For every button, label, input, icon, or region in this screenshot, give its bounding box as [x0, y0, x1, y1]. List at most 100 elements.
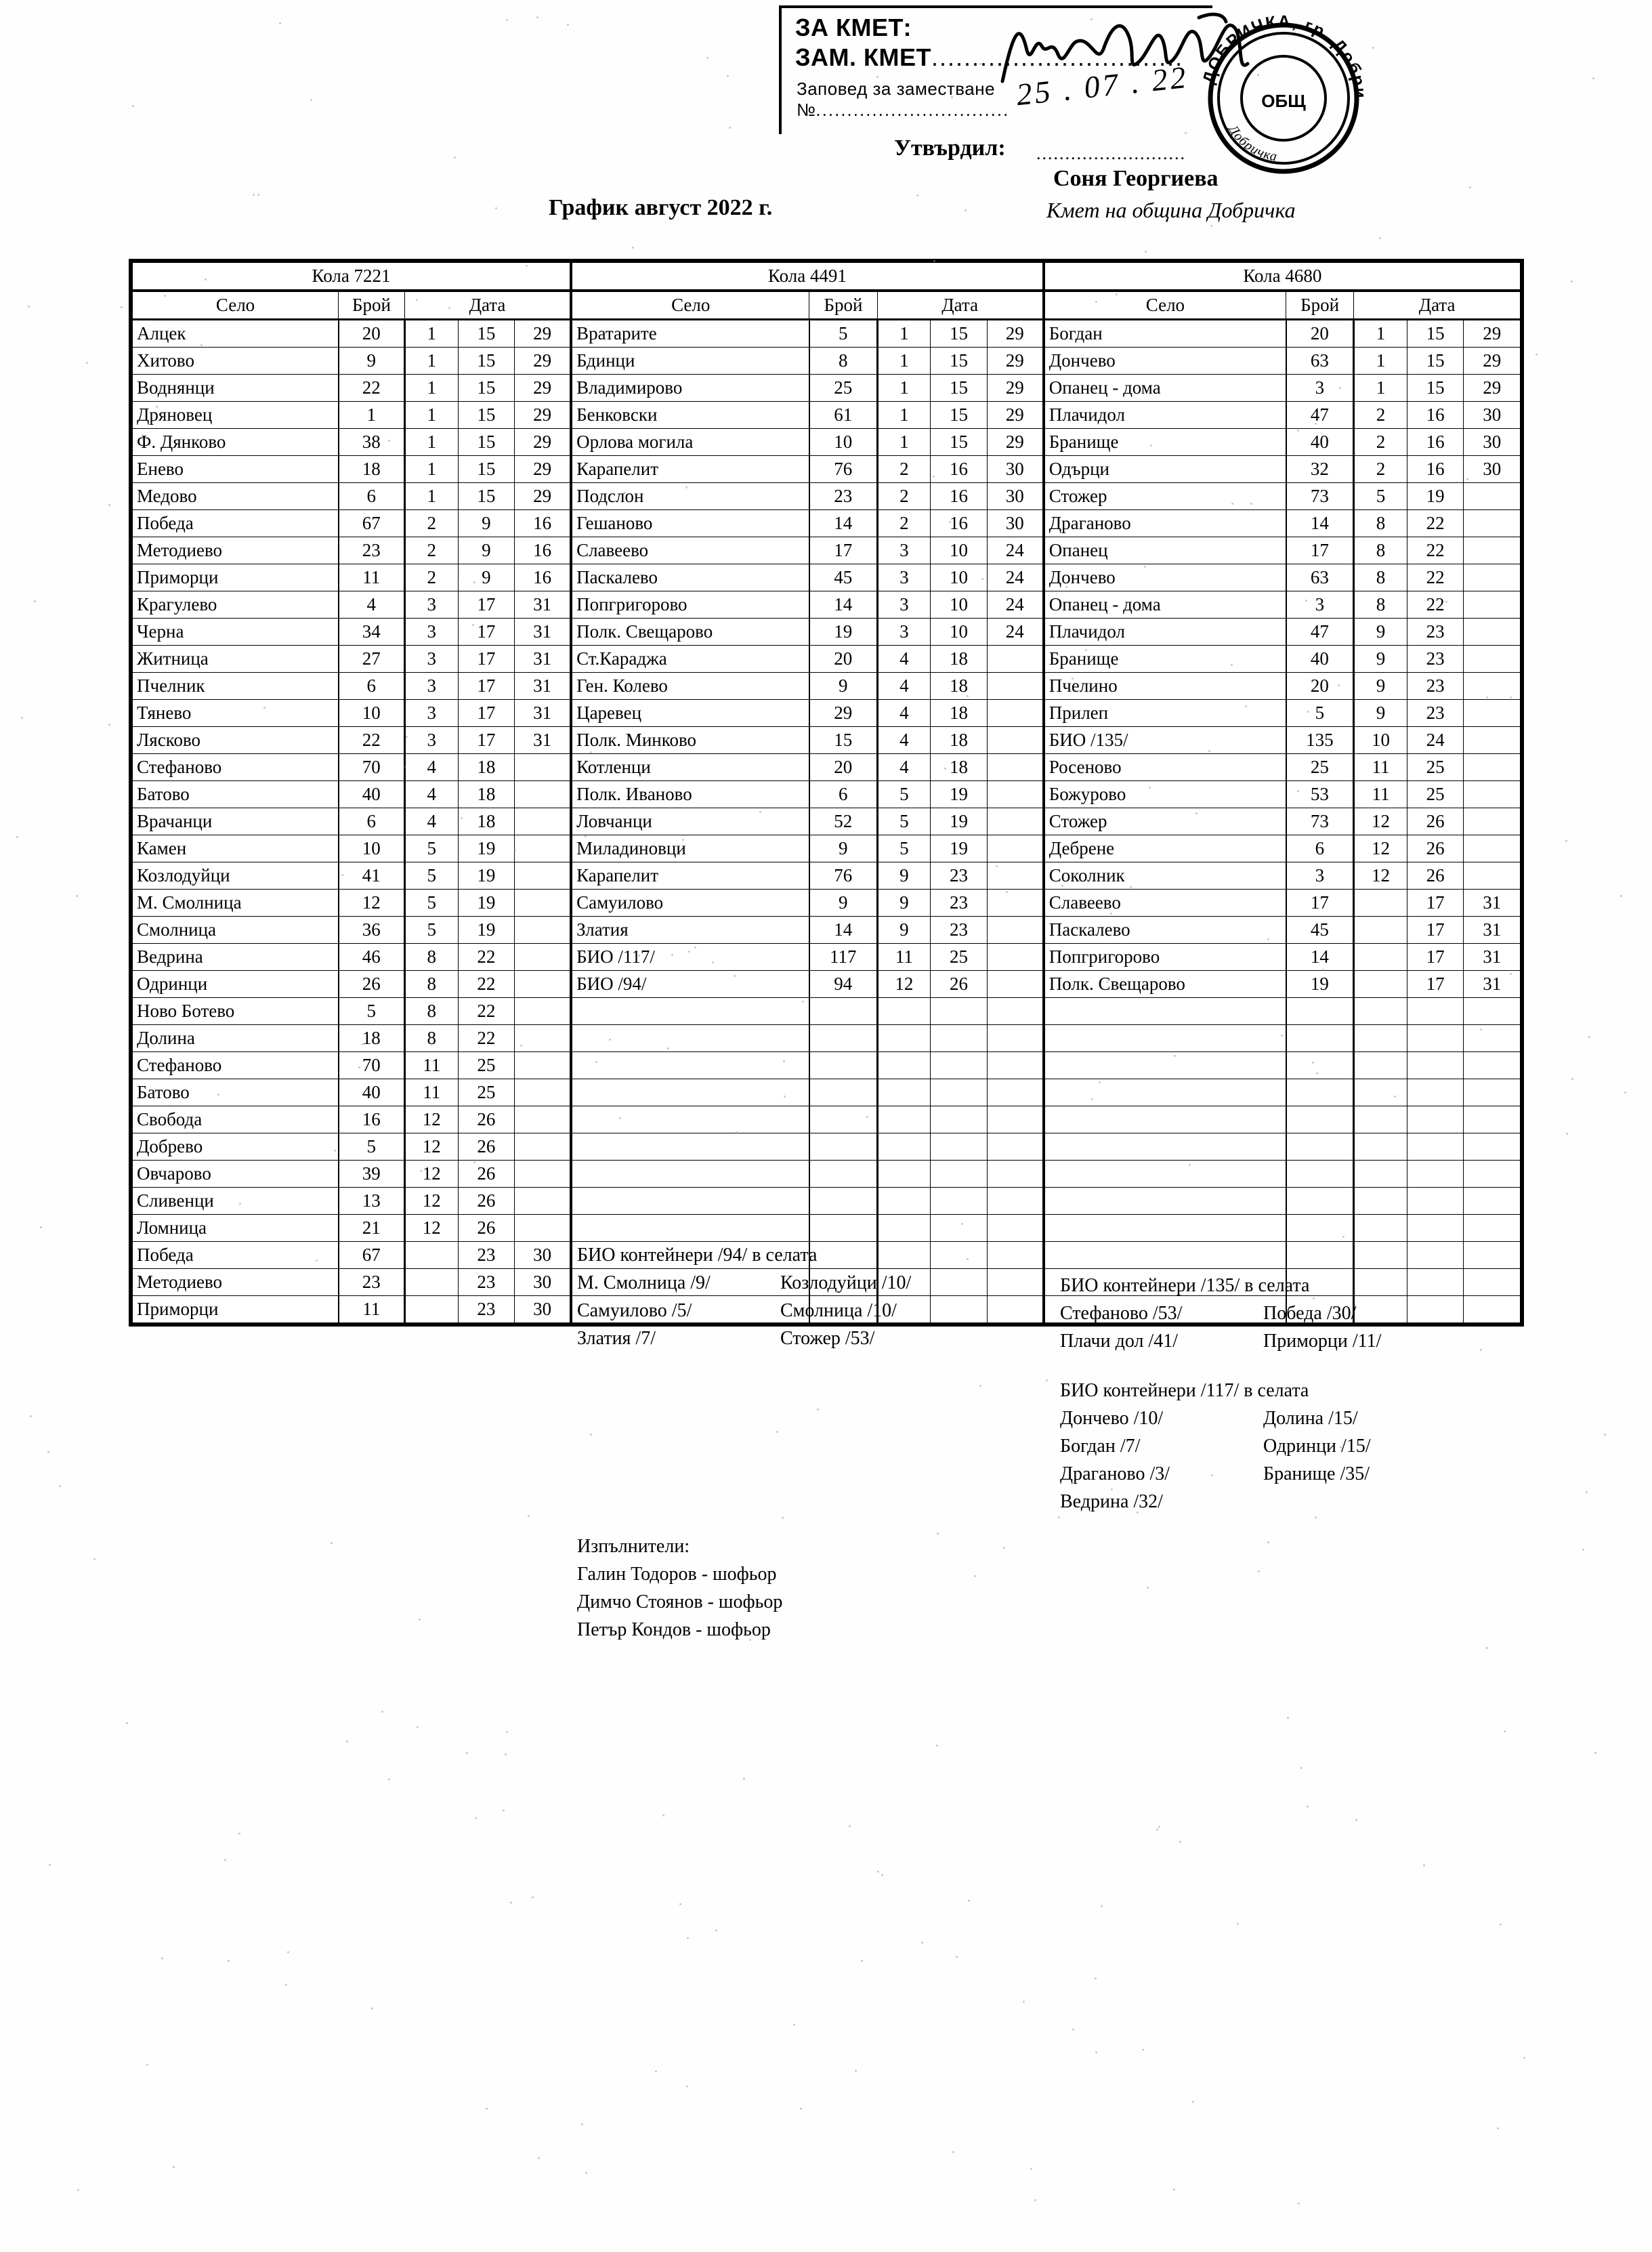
cell-broy: 38 — [338, 428, 406, 456]
empty-cell — [1353, 1106, 1407, 1133]
empty-cell — [876, 1295, 931, 1323]
bio117-heading: БИО контейнери /117/ в селата — [1060, 1380, 1309, 1401]
empty-cell — [1406, 1079, 1464, 1106]
table-row: Воднянци 22 1 15 29 Владимирово 25 1 15 29 Опанец … — [131, 374, 1521, 402]
table-row: Ф. Дянково 38 1 15 29 Орлова могила 10 1 15 29 Бра… — [131, 428, 1521, 456]
empty-cell — [1043, 1051, 1287, 1079]
cell-date-3: 31 — [1463, 970, 1521, 998]
table-row: Ведрина 46 8 22 БИО /117/117 11 25 Попгригорово… — [131, 943, 1521, 971]
cell-broy: 9 — [338, 347, 406, 375]
cell-date-2: 23 — [1406, 618, 1464, 646]
cell-date-2: 26 — [457, 1133, 515, 1161]
empty-cell — [809, 1295, 878, 1323]
table-row: Врачанци 6 4 18 Ловчанци 52 5 19 Стожер 73 12 26 — [131, 808, 1521, 835]
cell-broy: 135 — [1286, 726, 1355, 754]
cell-broy: 22 — [338, 374, 406, 402]
cell-date-3: 30 — [514, 1268, 573, 1296]
empty-cell — [1043, 1133, 1287, 1161]
cell-date-3 — [986, 672, 1045, 700]
cell-date-1: 1 — [876, 401, 931, 429]
cell-broy: 14 — [809, 509, 878, 537]
cell-date-3 — [1463, 862, 1521, 890]
cell-broy: 17 — [1286, 537, 1355, 564]
cell-selo: Житница — [131, 645, 339, 673]
cell-date-3: 30 — [1463, 455, 1521, 483]
empty-cell — [809, 1133, 878, 1161]
bio94-note-block: БИО контейнери /94/ в селата М. Смолница… — [577, 1241, 911, 1352]
table-row: Батово 40 4 18 Полк. Иваново 6 5 19 Божурово 53 11… — [131, 780, 1521, 808]
cell-selo: Врачанци — [131, 808, 339, 835]
cell-date-3 — [986, 726, 1045, 754]
cell-selo: Богдан — [1043, 319, 1287, 348]
cell-date-1 — [404, 1268, 459, 1296]
cell-selo: БИО /135/ — [1043, 726, 1287, 754]
cell-date-3: 29 — [514, 319, 573, 348]
col-header-broy-1: Брой — [338, 290, 405, 320]
cell-broy: 23 — [338, 537, 406, 564]
cell-date-2: 25 — [930, 943, 988, 971]
cell-selo: Ген. Колево — [570, 672, 810, 700]
page-title: График август 2022 г. — [549, 195, 773, 220]
empty-cell — [876, 1051, 931, 1079]
cell-selo: Ловчанци — [570, 808, 810, 835]
cell-date-1: 5 — [876, 835, 931, 862]
stamp-order-label: Заповед за заместване №.................… — [797, 79, 1212, 121]
cell-broy: 4 — [338, 591, 406, 619]
empty-cell — [986, 1241, 1045, 1269]
cell-date-3 — [514, 943, 573, 971]
cell-date-3: 30 — [1463, 428, 1521, 456]
cell-date-2: 19 — [930, 808, 988, 835]
cell-date-3: 29 — [514, 401, 573, 429]
cell-date-3: 29 — [1463, 347, 1521, 375]
cell-date-2: 26 — [457, 1187, 515, 1215]
cell-selo: Славеево — [570, 537, 810, 564]
note-row: М. Смолница /9/Козлодуйци /10/ — [577, 1269, 911, 1297]
empty-cell — [1463, 1024, 1521, 1052]
cell-broy: 22 — [338, 726, 406, 754]
col-header-data-2: Дата — [876, 290, 1045, 320]
cell-selo: Соколник — [1043, 862, 1287, 890]
cell-date-1: 2 — [1353, 455, 1407, 483]
table-row: Ново Ботево 5 8 22 — [131, 997, 1521, 1025]
empty-cell — [986, 1268, 1045, 1296]
cell-selo: Енево — [131, 455, 339, 483]
cell-date-3: 30 — [986, 509, 1045, 537]
cell-date-2: 15 — [457, 347, 515, 375]
cell-date-1 — [1353, 943, 1407, 971]
cell-date-1: 12 — [404, 1187, 459, 1215]
bio135-rows: Стефаново /53/Победа /30/Плачи дол /41/П… — [1060, 1299, 1381, 1355]
empty-cell — [1286, 1268, 1355, 1296]
cell-date-1: 1 — [404, 428, 459, 456]
cell-date-3 — [1463, 726, 1521, 754]
cell-date-2: 15 — [930, 401, 988, 429]
table-row: Тянево 10 3 17 31 Царевец 29 4 18 Прилеп 5 9 23 — [131, 699, 1521, 727]
empty-cell — [986, 1079, 1045, 1106]
cell-date-1: 8 — [1353, 591, 1407, 619]
cell-broy: 10 — [338, 699, 406, 727]
cell-date-1: 12 — [876, 970, 931, 998]
cell-date-1: 9 — [876, 862, 931, 890]
cell-date-2: 22 — [457, 943, 515, 971]
cell-date-3: 29 — [514, 482, 573, 510]
cell-date-1: 11 — [876, 943, 931, 971]
cell-selo: Царевец — [570, 699, 810, 727]
cell-selo: Драганово — [1043, 509, 1287, 537]
cell-broy: 32 — [1286, 455, 1355, 483]
cell-date-3 — [514, 753, 573, 781]
empty-cell — [1406, 1106, 1464, 1133]
cell-date-3: 31 — [514, 591, 573, 619]
empty-cell — [809, 1187, 878, 1215]
cell-selo: Методиево — [131, 1268, 339, 1296]
cell-date-2: 19 — [930, 835, 988, 862]
cell-broy: 20 — [809, 753, 878, 781]
cell-date-1: 4 — [404, 753, 459, 781]
cell-broy: 20 — [1286, 319, 1355, 348]
empty-cell — [1463, 1051, 1521, 1079]
cell-date-1: 3 — [404, 645, 459, 673]
cell-date-1: 12 — [1353, 835, 1407, 862]
cell-date-1 — [404, 1295, 459, 1323]
empty-cell — [1353, 1051, 1407, 1079]
cell-date-3 — [1463, 482, 1521, 510]
cell-date-2: 17 — [1406, 889, 1464, 917]
schedule-table-body: Алцек 20 1 15 29 Вратарите 5 1 15 29 Богдан 20 1 15 29… — [131, 319, 1521, 1323]
